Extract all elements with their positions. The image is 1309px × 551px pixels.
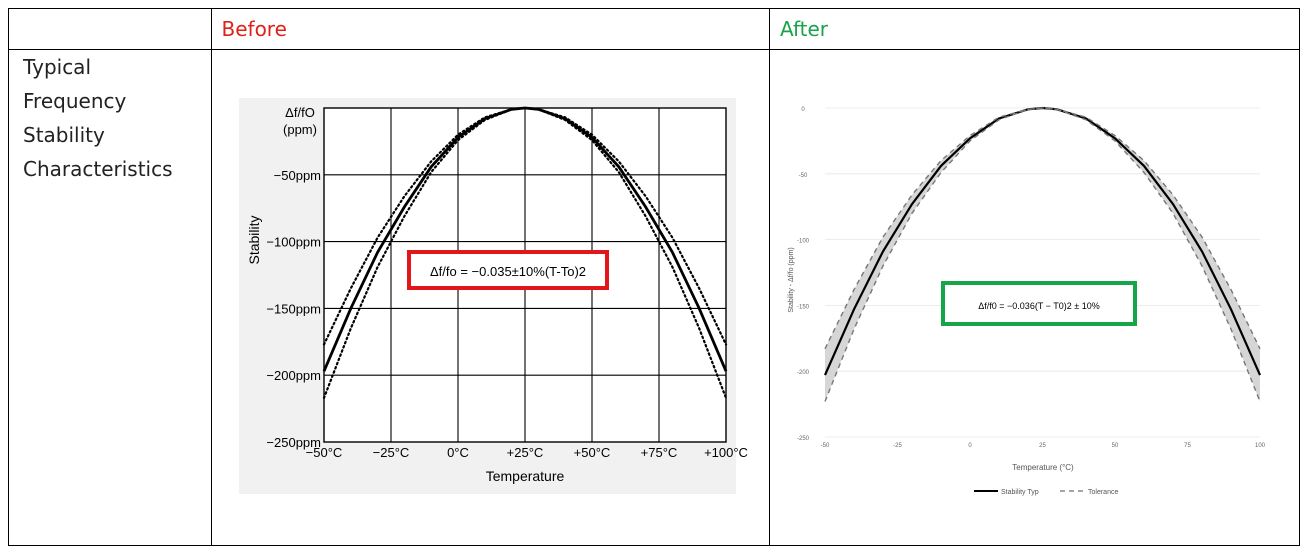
before-x-tick: +100°C [704, 445, 748, 460]
row-label-line: Characteristics [23, 157, 173, 181]
header-empty-cell [8, 8, 212, 50]
after-chart-cell: 0 -50 -100 -150 -200 -250 -50 -25 0 25 50 75 100 Sta… [769, 49, 1300, 546]
after-tolerance-band [825, 108, 1260, 402]
after-y-tick: -150 [797, 304, 810, 310]
before-y-tick: −150ppm [266, 301, 321, 316]
after-y-tick: -250 [797, 436, 810, 442]
row-label-line: Stability [23, 123, 105, 147]
after-y-tick: -100 [797, 239, 810, 245]
before-x-tick: +75°C [640, 445, 677, 460]
after-formula-box [941, 281, 1137, 326]
after-x-tick: 100 [1255, 443, 1266, 449]
row-label: Typical Frequency Stability Characterist… [8, 49, 212, 546]
after-x-tick: -25 [893, 443, 902, 449]
after-x-tick: -50 [821, 443, 830, 449]
before-x-tick: 0°C [447, 445, 469, 460]
before-x-tick: −25°C [372, 445, 409, 460]
before-xlabel: Temperature [485, 468, 564, 484]
before-ylabel-top: Δf/fO [285, 105, 315, 120]
before-y-tick: −250ppm [266, 435, 321, 450]
after-x-tick: 25 [1039, 443, 1046, 449]
before-series-line-2 [322, 106, 727, 346]
after-x-tick: 0 [968, 443, 972, 449]
stability-row: Typical Frequency Stability Characterist… [8, 49, 1300, 546]
after-series-line-0 [823, 106, 1262, 376]
legend-typ-label: Stability Typ [1001, 489, 1039, 496]
header-after: After [769, 8, 1300, 50]
after-y-tick: -200 [797, 370, 810, 376]
row-label-line: Typical [23, 55, 91, 79]
after-xlabel: Temperature (°C) [1012, 463, 1074, 472]
before-formula: Δf/fo = −0.035±10%(T-To)2 [429, 264, 585, 279]
header-before: Before [210, 8, 770, 50]
before-chart: −50°C −25°C 0°C +25°C +50°C +75°C +100°C −50ppm… [238, 98, 748, 494]
before-x-tick: +25°C [506, 445, 543, 460]
after-formula: Δf/f0 = −0.036(T − T0)2 ± 10% [978, 301, 1099, 311]
row-label-line: Frequency [23, 89, 127, 113]
after-x-tick: 50 [1112, 443, 1119, 449]
after-series-line-1 [824, 107, 1261, 402]
after-y-tick: 0 [801, 107, 805, 113]
header-row: Before After [8, 8, 1300, 50]
before-ylabel-unit: (ppm) [283, 122, 317, 137]
before-x-tick: +50°C [573, 445, 610, 460]
before-y-tick: −100ppm [266, 235, 321, 250]
after-y-tick: -50 [799, 173, 808, 179]
after-x-tick: 75 [1184, 443, 1191, 449]
before-y-tick: −50ppm [273, 168, 320, 183]
before-y-tick: −200ppm [266, 368, 321, 383]
before-ylabel: Stability [246, 215, 262, 264]
after-chart: 0-50-100-150-200-250-50 -25 0 25 50 75 100 Sta… [788, 106, 1266, 496]
before-formula-box [406, 250, 609, 290]
comparison-table: Before After Typical Frequency Stability… [8, 8, 1300, 546]
before-chart-cell: −50°C −25°C 0°C +25°C +50°C +75°C +100°C −50ppm… [210, 49, 770, 546]
after-ylabel: Stability - Δf/fo (ppm) [788, 247, 795, 312]
legend-tol-label: Tolerance [1088, 489, 1118, 496]
before-x-tick: −50°C [305, 445, 342, 460]
